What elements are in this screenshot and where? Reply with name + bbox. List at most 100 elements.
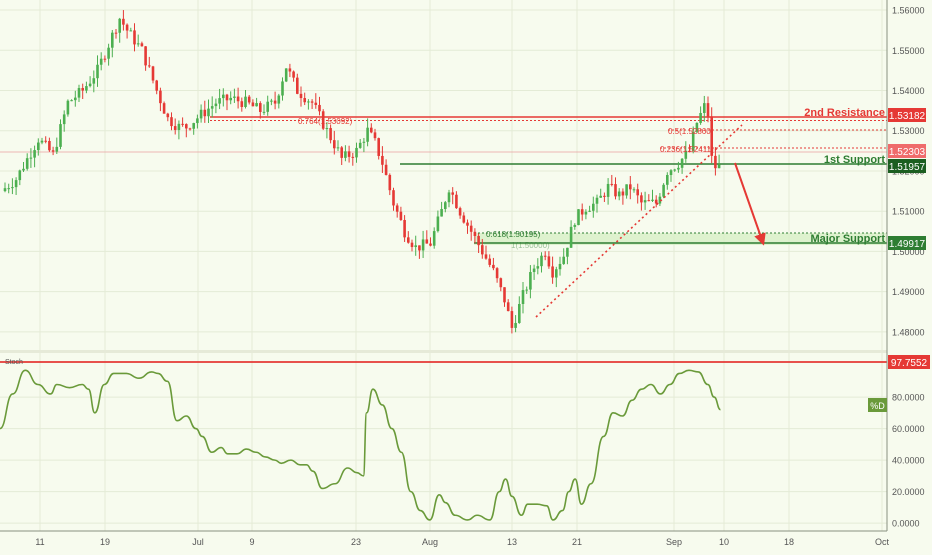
candle-body — [314, 102, 318, 105]
candle-body — [358, 142, 362, 148]
candle-body — [436, 216, 440, 232]
candle-body — [584, 211, 588, 215]
candle-body — [25, 158, 29, 169]
candle-body — [388, 174, 392, 191]
candle-body — [196, 118, 199, 124]
candle-body — [74, 97, 77, 101]
second-resistance-label: 2nd Resistance — [804, 107, 885, 119]
candle-body — [643, 200, 647, 203]
time-gridlines — [39, 0, 883, 531]
candle-body — [77, 88, 81, 98]
candle-body — [155, 80, 158, 91]
candle-body — [551, 266, 554, 278]
stochastic-tick-label: 0.0000 — [892, 519, 920, 529]
candle-body — [669, 170, 673, 175]
candle-body — [344, 151, 347, 158]
candle-body — [88, 83, 92, 87]
fib-0-764-label: 0.764(1.53092) — [298, 117, 353, 126]
price-tick-label: 1.54000 — [892, 86, 925, 96]
candle-body — [33, 150, 36, 158]
time-tick-label: 23 — [351, 537, 361, 547]
time-axis-background — [0, 531, 887, 550]
time-tick-label: 18 — [784, 537, 794, 547]
current-price-label: 1.52303 — [889, 147, 926, 158]
stochastic-tick-label: 40.0000 — [892, 456, 925, 466]
candle-body — [566, 247, 569, 257]
candle-body — [614, 184, 617, 197]
candle-body — [429, 243, 432, 246]
candle-body — [529, 272, 532, 290]
candle-body — [37, 142, 40, 151]
candle-body — [259, 103, 262, 112]
candle-body — [51, 150, 55, 152]
candle-body — [447, 192, 451, 203]
candle-body — [695, 122, 699, 132]
time-tick-label: 21 — [572, 537, 582, 547]
candle-body — [273, 100, 277, 104]
candle-body — [562, 256, 565, 264]
candle-body — [592, 203, 595, 211]
candle-body — [691, 131, 695, 151]
stochastic-level-label: 97.7552 — [891, 358, 928, 369]
candle-body — [699, 113, 702, 123]
stochastic-tick-label: 20.0000 — [892, 487, 925, 497]
candle-body — [325, 128, 329, 130]
major-support-price-tag — [888, 236, 926, 250]
candle-body — [3, 188, 7, 192]
candle-body — [706, 103, 710, 117]
time-tick-label: 9 — [249, 537, 254, 547]
candle-body — [555, 269, 558, 278]
candle-body — [540, 255, 543, 267]
candle-body — [536, 266, 540, 269]
candle-body — [603, 195, 606, 197]
candle-body — [140, 43, 144, 47]
stochastic-label: Stoch — [5, 359, 23, 366]
candle-body — [48, 140, 51, 151]
candle-body — [114, 32, 118, 34]
second-resistance-price-tag — [888, 108, 926, 122]
candle-body — [185, 124, 188, 129]
candle-body — [170, 117, 173, 127]
price-gridlines — [0, 9, 887, 333]
first-support-label: 1st Support — [824, 154, 885, 166]
candle-body — [466, 222, 469, 226]
candle-body — [577, 209, 580, 226]
candle-body — [284, 68, 288, 82]
candle-body — [333, 140, 336, 149]
candlestick-series — [3, 10, 721, 334]
candle-body — [236, 96, 240, 102]
candle-body — [262, 111, 266, 113]
candle-body — [85, 86, 88, 91]
candle-body — [414, 245, 417, 248]
candle-body — [488, 258, 491, 265]
price-tick-label: 1.51000 — [892, 207, 925, 217]
candle-body — [203, 109, 207, 117]
time-tick-label: Sep — [666, 537, 682, 547]
current-price-tag — [888, 144, 926, 158]
candle-body — [366, 127, 369, 142]
candle-body — [455, 194, 458, 209]
fib-0-5-label: 0.5(1.52860) — [668, 127, 714, 136]
major-support-zone — [474, 233, 887, 245]
candle-body — [162, 103, 166, 114]
candle-body — [403, 219, 406, 238]
candle-body — [451, 192, 454, 195]
candle-body — [543, 255, 547, 257]
candle-body — [29, 157, 33, 159]
candle-body — [662, 184, 665, 197]
candle-body — [440, 209, 443, 217]
candle-body — [92, 78, 96, 84]
candle-body — [303, 98, 306, 103]
price-tick-label: 1.53000 — [892, 126, 925, 136]
candle-body — [233, 96, 236, 98]
candle-body — [421, 239, 425, 251]
major-support-price-label: 1.49917 — [889, 239, 926, 250]
candle-body — [81, 88, 84, 91]
candle-body — [395, 205, 399, 212]
candle-body — [673, 169, 676, 171]
price-tick-label: 1.56000 — [892, 6, 925, 16]
candle-body — [499, 278, 503, 288]
candle-body — [532, 268, 536, 273]
candle-body — [688, 150, 691, 152]
